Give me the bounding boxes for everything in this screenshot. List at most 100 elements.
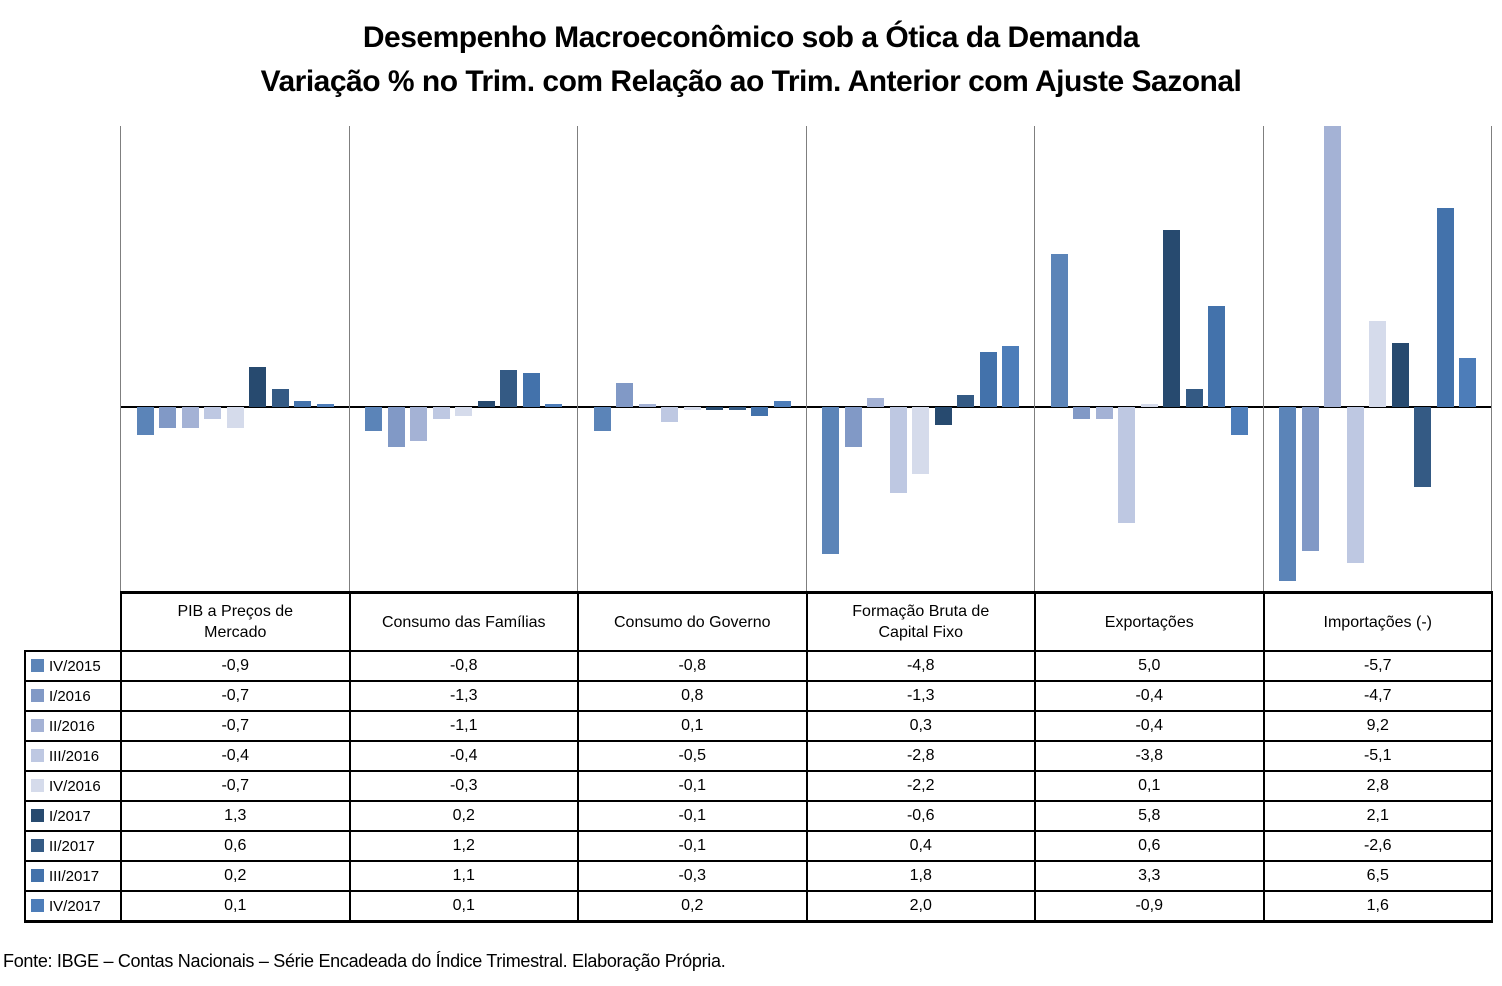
value-cell: 0,6	[1034, 830, 1265, 862]
value-cell: -0,4	[120, 740, 351, 772]
value-cell: 1,1	[348, 860, 579, 892]
legend-label: II/2016	[49, 717, 95, 735]
column-header: Consumo do Governo	[577, 591, 808, 652]
value-cell: -0,1	[577, 800, 808, 832]
value-cell: -0,9	[1034, 890, 1265, 923]
bar-II-2016	[1095, 407, 1113, 420]
bar-II-2017	[728, 407, 746, 411]
table-row: IV/2017 0,1 0,1 0,2 2,0 -0,9 1,6	[24, 890, 1493, 923]
legend-label: I/2016	[49, 687, 91, 705]
bar-I-2017	[249, 367, 267, 407]
value-cell: -0,9	[120, 650, 351, 682]
bar-I-2017	[934, 407, 952, 426]
value-cell: -0,4	[1034, 680, 1265, 712]
value-cell: 0,1	[1034, 770, 1265, 802]
value-cell: 5,8	[1034, 800, 1265, 832]
value-cell: -3,8	[1034, 740, 1265, 772]
value-cell: -2,8	[805, 740, 1036, 772]
bar-III-2016	[432, 407, 450, 420]
bar-I-2016	[387, 407, 405, 447]
value-cell: -1,3	[348, 680, 579, 712]
value-cell: -0,4	[348, 740, 579, 772]
bar-IV-2016	[1140, 403, 1158, 407]
legend-label: IV/2016	[49, 777, 101, 795]
bar-III-2017	[1208, 306, 1226, 407]
row-header: IV/2016	[24, 770, 122, 802]
bar-IV-2017	[545, 403, 563, 407]
row-header: I/2017	[24, 800, 122, 832]
legend-swatch	[31, 778, 44, 792]
value-cell: 0,2	[348, 800, 579, 832]
legend-swatch	[31, 898, 44, 912]
legend-swatch	[31, 688, 44, 702]
category-panel	[1264, 126, 1492, 592]
bar-III-2017	[294, 400, 312, 407]
bar-I-2016	[159, 407, 177, 429]
bar-III-2016	[1118, 407, 1136, 524]
bar-IV-2016	[683, 407, 701, 411]
value-cell: -0,6	[805, 800, 1036, 832]
bar-I-2016	[1073, 407, 1091, 420]
category-panel	[121, 126, 350, 592]
bar-I-2016	[1301, 407, 1319, 551]
bar-IV-2016	[1369, 321, 1387, 407]
value-cell: 3,3	[1034, 860, 1265, 892]
bar-II-2017	[957, 394, 975, 407]
table-row: IV/2015 -0,9 -0,8 -0,8 -4,8 5,0 -5,7	[24, 650, 1493, 682]
legend-label: IV/2015	[49, 657, 101, 675]
value-cell: 0,8	[577, 680, 808, 712]
data-table: PIB a Preços de Mercado Consumo das Famíl…	[24, 591, 1493, 923]
value-cell: -4,7	[1262, 680, 1493, 712]
category-panel	[1035, 126, 1264, 592]
plot-area	[120, 126, 1492, 592]
category-panel	[578, 126, 807, 592]
value-cell: -0,5	[577, 740, 808, 772]
value-cell: 0,2	[577, 890, 808, 923]
value-cell: -5,1	[1262, 740, 1493, 772]
bar-IV-2017	[1230, 407, 1248, 435]
table-header-row: PIB a Preços de Mercado Consumo das Famíl…	[25, 591, 1493, 652]
bar-IV-2017	[773, 400, 791, 407]
bar-IV-2017	[1002, 345, 1020, 407]
table-row: III/2017 0,2 1,1 -0,3 1,8 3,3 6,5	[24, 860, 1493, 892]
value-cell: -4,8	[805, 650, 1036, 682]
bar-II-2017	[271, 388, 289, 407]
bar-II-2017	[1185, 388, 1203, 407]
row-header: II/2017	[24, 830, 122, 862]
value-cell: -5,7	[1262, 650, 1493, 682]
category-panel	[350, 126, 578, 592]
bar-IV-2015	[1050, 254, 1068, 407]
table-row: I/2016 -0,7 -1,3 0,8 -1,3 -0,4 -4,7	[24, 680, 1493, 712]
bar-IV-2017	[1459, 358, 1477, 407]
bar-I-2017	[1163, 229, 1181, 407]
bar-IV-2016	[912, 407, 930, 475]
row-header: III/2017	[24, 860, 122, 892]
bar-III-2016	[204, 407, 222, 420]
bar-I-2017	[1391, 342, 1409, 407]
bar-III-2017	[1436, 208, 1454, 407]
bar-IV-2015	[593, 407, 611, 432]
bar-II-2017	[500, 370, 518, 407]
table-row: III/2016 -0,4 -0,4 -0,5 -2,8 -3,8 -5,1	[24, 740, 1493, 772]
value-cell: 1,3	[120, 800, 351, 832]
table-corner-blank	[25, 593, 121, 652]
table-row: II/2017 0,6 1,2 -0,1 0,4 0,6 -2,6	[24, 830, 1493, 862]
value-cell: 0,1	[577, 710, 808, 742]
bar-I-2016	[616, 382, 634, 407]
legend-swatch	[31, 808, 44, 822]
bar-I-2016	[844, 407, 862, 447]
legend-label: III/2017	[49, 867, 100, 885]
bar-IV-2015	[822, 407, 840, 554]
bar-II-2016	[638, 403, 656, 407]
value-cell: 0,1	[348, 890, 579, 923]
bar-II-2016	[867, 397, 885, 407]
bar-IV-2016	[226, 407, 244, 429]
value-cell: -0,7	[120, 710, 351, 742]
value-cell: 2,0	[805, 890, 1036, 923]
value-cell: -2,2	[805, 770, 1036, 802]
bar-II-2016	[181, 407, 199, 429]
value-cell: -0,8	[348, 650, 579, 682]
source-note: Fonte: IBGE – Contas Nacionais – Série E…	[3, 951, 726, 971]
value-cell: -0,3	[577, 860, 808, 892]
